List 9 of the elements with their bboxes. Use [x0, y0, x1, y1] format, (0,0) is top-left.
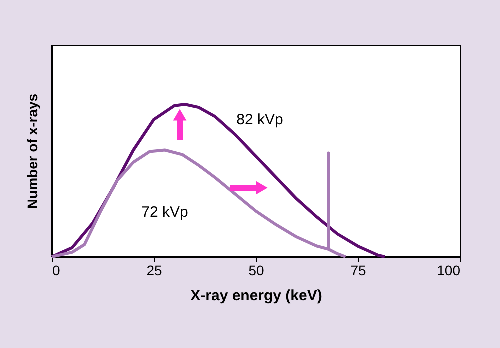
x-tick-label: 50 — [248, 262, 264, 278]
x-tick-label: 100 — [437, 262, 461, 278]
y-axis-title: Number of x-rays — [24, 94, 40, 210]
x-tick-label: 25 — [146, 262, 162, 278]
x-tick-label: 0 — [52, 262, 60, 278]
x-axis-title: X-ray energy (keV) — [190, 288, 322, 304]
x-tick-label: 75 — [350, 262, 366, 278]
text: 72 kVp — [142, 204, 188, 222]
series-label: 82 kVp — [236, 111, 284, 128]
